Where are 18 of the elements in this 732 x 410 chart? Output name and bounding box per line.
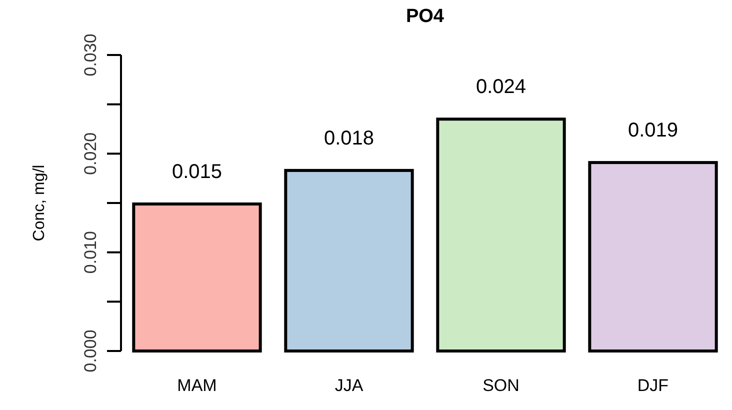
x-tick-label: DJF [637, 376, 669, 395]
text: 0.020 [81, 132, 100, 175]
chart-title: PO4 [406, 6, 444, 27]
text: 0.010 [81, 231, 100, 274]
data-label: 0.015 [172, 160, 222, 183]
x-tick-label: MAM [177, 376, 217, 395]
bar [588, 161, 718, 352]
text: 0.030 [81, 34, 100, 76]
y-axis-title: Conc, mg/l [31, 164, 48, 242]
data-label: 0.024 [476, 76, 526, 98]
data-label: 0.019 [628, 120, 678, 142]
bar [132, 202, 262, 352]
data-label: 0.018 [324, 127, 374, 150]
text: 0.000 [81, 330, 100, 372]
x-tick-label: SON [482, 376, 520, 395]
bar [436, 118, 566, 352]
x-tick-label: JJA [334, 376, 364, 395]
bar [284, 168, 414, 352]
